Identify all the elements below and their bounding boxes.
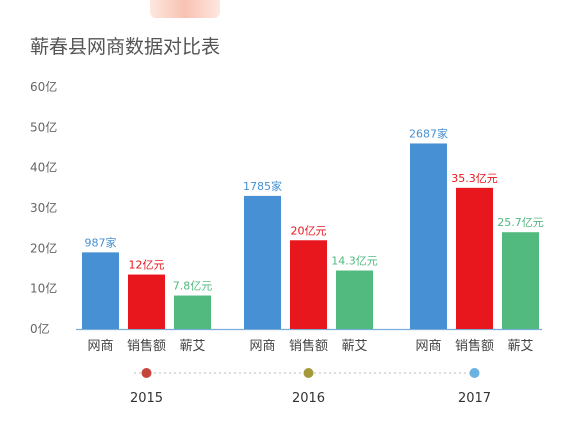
data-label: 2687家 xyxy=(409,126,448,140)
bar-2015-0 xyxy=(82,252,119,329)
bar-2017-2 xyxy=(502,232,539,329)
data-label: 987家 xyxy=(85,235,117,249)
timeline-dot-2016 xyxy=(303,368,314,378)
category-label: 网商 xyxy=(87,339,113,354)
y-tick-label: 60亿 xyxy=(30,79,57,94)
decorative-banner-shape xyxy=(150,0,220,18)
bar-2015-1 xyxy=(128,274,165,329)
data-label: 14.3亿元 xyxy=(331,255,378,268)
year-label: 2017 xyxy=(458,391,491,406)
chart-title: 蕲春县网商数据对比表 xyxy=(30,36,221,58)
category-label: 网商 xyxy=(415,339,441,354)
category-label: 销售额 xyxy=(127,338,166,354)
data-label: 1785家 xyxy=(243,179,282,193)
bar-2017-1 xyxy=(456,187,493,329)
category-label: 蕲艾 xyxy=(179,339,205,354)
timeline-dot-2017 xyxy=(469,368,480,378)
y-tick-label: 0亿 xyxy=(30,321,50,336)
category-label: 销售额 xyxy=(289,338,328,354)
data-label: 35.3亿元 xyxy=(451,172,498,185)
category-label: 蕲艾 xyxy=(507,339,533,354)
bar-2017-0 xyxy=(410,143,447,329)
timeline-dot-2015 xyxy=(141,368,152,378)
bar-2016-1 xyxy=(290,240,327,329)
bar-2016-0 xyxy=(244,195,281,329)
category-label: 网商 xyxy=(249,339,275,354)
y-tick-label: 10亿 xyxy=(30,281,57,296)
y-tick-label: 30亿 xyxy=(30,200,57,215)
year-label: 2016 xyxy=(292,391,325,406)
y-tick-label: 50亿 xyxy=(30,119,57,134)
data-label: 7.8亿元 xyxy=(173,280,213,293)
category-label: 销售额 xyxy=(455,338,494,354)
data-label: 12亿元 xyxy=(129,259,165,272)
category-label: 蕲艾 xyxy=(341,339,367,354)
data-label: 25.7亿元 xyxy=(497,216,544,229)
bar-2015-2 xyxy=(174,295,211,329)
data-label: 20亿元 xyxy=(291,224,327,237)
y-tick-label: 20亿 xyxy=(30,240,57,255)
bar-2016-2 xyxy=(336,270,373,329)
year-label: 2015 xyxy=(130,391,163,406)
y-tick-label: 40亿 xyxy=(30,160,57,175)
